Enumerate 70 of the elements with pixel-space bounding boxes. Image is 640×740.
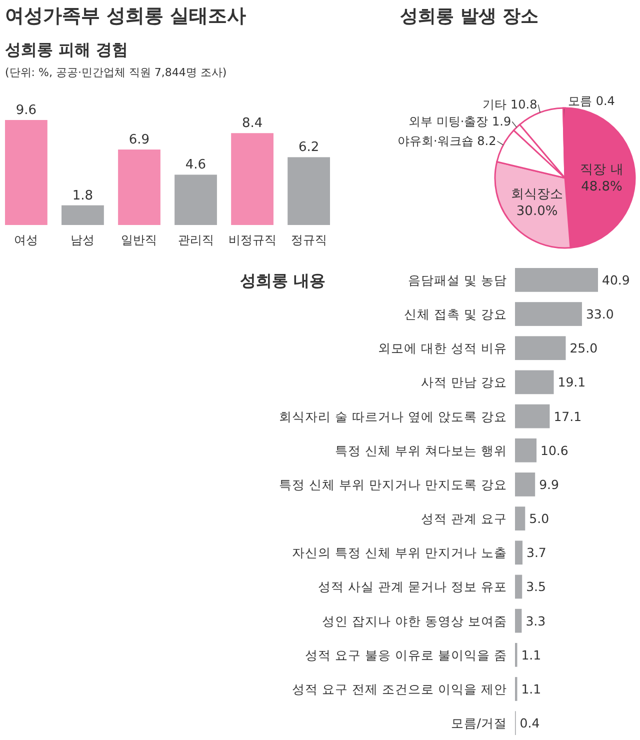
data-label: 19.1: [558, 374, 586, 390]
data-label: 48.8%: [581, 180, 622, 195]
bar: [515, 370, 554, 394]
y-tick-label: 회식자리 술 따르거나 옆에 앉도록 강요: [279, 408, 507, 424]
data-label: 1.8: [72, 188, 94, 204]
bar: [515, 404, 550, 428]
data-label: 25.0: [570, 340, 598, 356]
bar: [515, 438, 537, 462]
y-tick-label: 성적 사실 관계 묻거나 정보 유포: [318, 579, 507, 594]
slice-label: 회식장소: [511, 186, 564, 202]
y-tick-label: 신체 접촉 및 강요: [404, 306, 507, 322]
y-tick-label: 특정 신체 부위 만지거나 만지도록 강요: [279, 476, 507, 492]
slice-label: 야유회·워크숍 8.2: [398, 134, 496, 148]
x-tick-label: 남성: [70, 233, 95, 247]
x-tick-label: 관리직: [178, 233, 214, 247]
text: 성희롱 내용: [240, 270, 326, 290]
bar: [118, 150, 160, 225]
bar: [5, 120, 48, 225]
y-tick-label: 특정 신체 부위 쳐다보는 행위: [335, 442, 507, 458]
y-tick-label: 성적 요구 불응 이유로 불이익을 줌: [305, 647, 507, 662]
data-label: 4.6: [185, 158, 206, 173]
data-label: 8.4: [242, 116, 263, 132]
bar: [515, 506, 526, 530]
slice-label: 직장 내: [580, 162, 624, 178]
data-label: 0.4: [520, 716, 540, 731]
data-label: 6.9: [128, 132, 150, 148]
x-tick-label: 비정규직: [228, 233, 276, 247]
slice-label: 기타 10.8: [482, 98, 538, 112]
bar: [515, 540, 523, 565]
y-tick-label: 성적 관계 요구: [421, 511, 507, 526]
chart-title: 여성가족부 성희롱 실태조사: [5, 5, 246, 27]
bar: [174, 174, 217, 225]
chart-subtitle: 성희롱 피해 경험: [5, 40, 128, 59]
data-label: 1.1: [521, 681, 542, 696]
data-label: 17.1: [554, 408, 582, 424]
y-tick-label: 사적 만남 강요: [421, 374, 507, 390]
bar: [231, 133, 274, 225]
data-label: 3.7: [526, 545, 546, 560]
data-label: 1.1: [521, 647, 542, 662]
x-tick-label: 정규직: [290, 233, 327, 247]
data-label: 3.5: [526, 579, 546, 594]
data-label: 10.6: [540, 442, 568, 458]
text: (단위: %, 공공·민간업체 직원 7,844명 조사): [5, 66, 227, 79]
y-tick-label: 모름/거절: [450, 716, 507, 731]
data-label: 40.9: [602, 272, 630, 288]
x-tick-label: 여성: [14, 233, 38, 247]
data-label: 5.0: [529, 511, 550, 526]
bar: [515, 574, 522, 599]
y-tick-label: 음담패설 및 농담: [408, 272, 507, 288]
x-tick-label: 일반직: [121, 233, 158, 247]
y-tick-label: 성적 요구 전제 조건으로 이익을 제안: [292, 681, 507, 696]
data-label: 33.0: [586, 306, 614, 322]
bar: [515, 472, 536, 496]
data-label: 30.0%: [516, 204, 558, 219]
bar: [515, 302, 582, 326]
data-label: 9.6: [16, 103, 37, 118]
y-tick-label: 자신의 특정 신체 부위 만지거나 노출: [292, 545, 507, 560]
data-label: 9.9: [539, 476, 560, 492]
data-label: 3.3: [526, 613, 546, 628]
slice-label: 외부 미팅·출장 1.9: [408, 114, 512, 129]
chart-title: 성희롱 발생 장소: [400, 6, 539, 27]
bar: [288, 157, 330, 225]
bar: [515, 608, 522, 633]
y-tick-label: 성인 잡지나 야한 동영상 보여줌: [322, 613, 507, 628]
data-label: 6.2: [298, 140, 320, 156]
bar: [62, 205, 104, 225]
bar: [515, 336, 566, 360]
y-tick-label: 외모에 대한 성적 비유: [378, 340, 507, 356]
bar: [515, 268, 598, 292]
slice-label: 모름 0.4: [568, 94, 615, 108]
